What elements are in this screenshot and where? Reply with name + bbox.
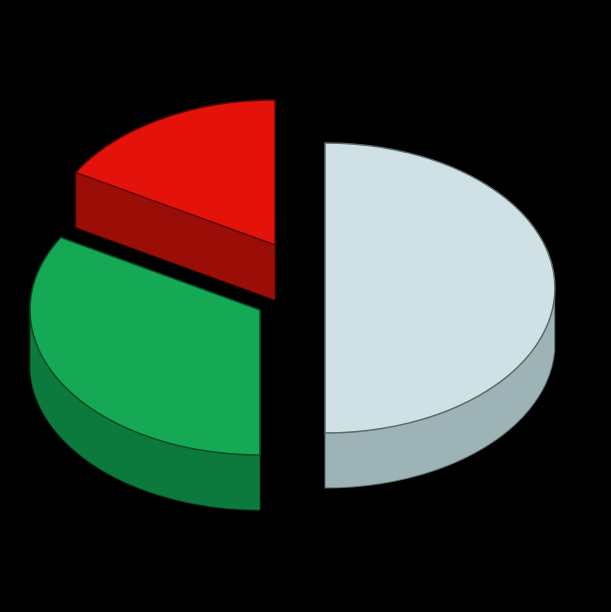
pie-chart-3d bbox=[0, 0, 611, 612]
